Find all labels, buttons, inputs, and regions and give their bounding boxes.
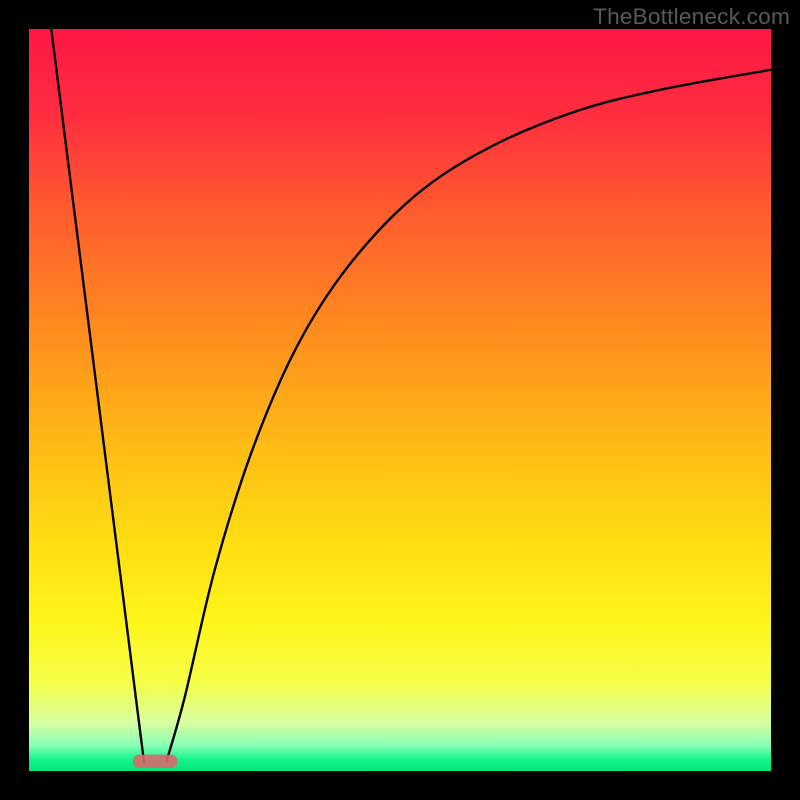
- chart-canvas: TheBottleneck.com: [0, 0, 800, 800]
- bottleneck-chart-svg: [0, 0, 800, 800]
- watermark-text: TheBottleneck.com: [593, 4, 790, 30]
